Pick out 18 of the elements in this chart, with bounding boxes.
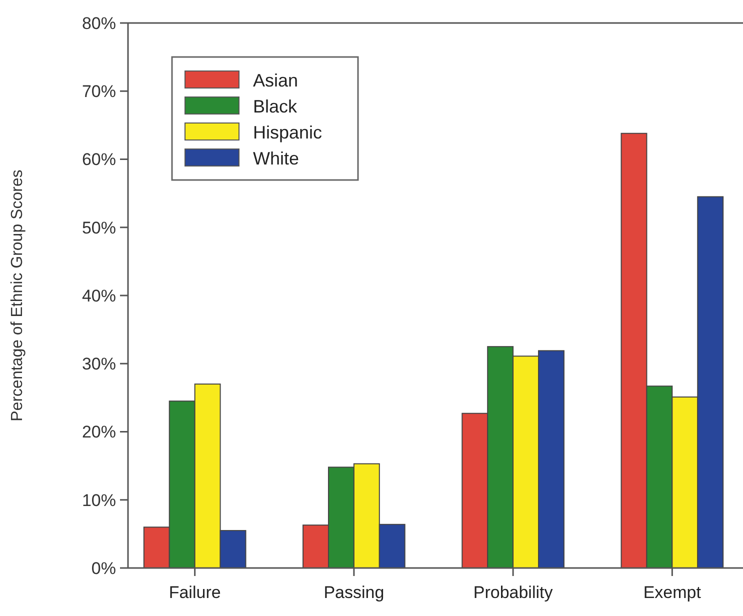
x-tick-label: Failure	[168, 583, 221, 602]
legend-label: White	[253, 148, 300, 168]
y-tick-label: 20%	[82, 422, 116, 442]
legend-label: Hispanic	[253, 122, 322, 142]
y-tick-label: 60%	[82, 150, 116, 170]
y-tick-label: 40%	[82, 286, 116, 306]
x-tick-label: Exempt	[643, 583, 702, 602]
y-tick-label: 0%	[91, 558, 116, 578]
legend-label: Asian	[253, 70, 298, 90]
y-tick-label: 30%	[82, 354, 116, 374]
y-tick-label: 70%	[82, 82, 116, 102]
y-tick-label: 50%	[82, 218, 116, 238]
y-tick-label: 80%	[82, 14, 116, 33]
x-tick-label: Probability	[473, 583, 554, 602]
y-axis-title: Percentage of Ethnic Group Scores	[9, 170, 26, 422]
x-tick-label: Passing	[324, 583, 384, 602]
y-tick-label: 10%	[82, 490, 116, 510]
legend-label: Black	[253, 96, 298, 116]
